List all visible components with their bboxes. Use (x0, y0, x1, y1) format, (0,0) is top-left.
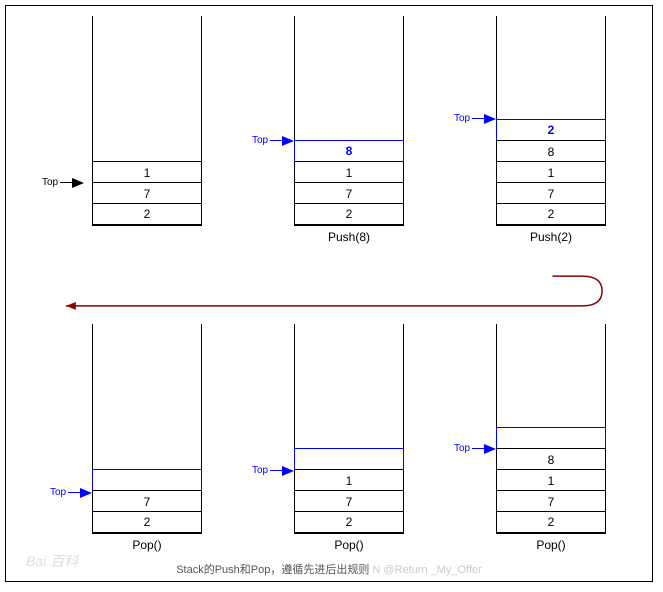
stack-box: 7 2 (92, 324, 202, 534)
top-pointer: Top (454, 113, 496, 124)
cell: 2 (496, 203, 606, 225)
stack-box: 8 1 7 2 (496, 324, 606, 534)
cell: 7 (92, 490, 202, 512)
cell: 8 (496, 448, 606, 470)
cell: 2 (294, 511, 404, 533)
top-pointer: Top (454, 443, 496, 454)
cell: 7 (496, 490, 606, 512)
stack-caption: Pop() (294, 538, 404, 552)
stack-cells: 1 7 2 (294, 449, 404, 533)
cell: 7 (294, 182, 404, 204)
cell: 7 (92, 182, 202, 204)
cell: 8 (496, 140, 606, 162)
cell-new: 2 (496, 119, 606, 141)
top-pointer: Top (252, 135, 294, 146)
stack-push-8: 8 1 7 2 Top Push(8) (244, 16, 414, 244)
cell: 1 (92, 161, 202, 183)
stack-initial: 1 7 2 Top (42, 16, 212, 244)
top-pointer: Top (42, 177, 84, 188)
cell-empty (294, 448, 404, 470)
stack-pop-1st: 8 1 7 2 Top Pop() (446, 324, 616, 552)
stack-caption: Push(8) (294, 230, 404, 244)
cell-new: 8 (294, 140, 404, 162)
cell: 2 (496, 511, 606, 533)
stack-cells: 1 7 2 (92, 162, 202, 225)
stack-cells: 8 1 7 2 (496, 428, 606, 533)
cell: 2 (92, 203, 202, 225)
stack-push-2: 2 8 1 7 2 Top Push(2) (446, 16, 616, 244)
cell: 1 (294, 469, 404, 491)
cell: 7 (294, 490, 404, 512)
cell: 7 (496, 182, 606, 204)
cell-empty (496, 427, 606, 449)
stack-box: 8 1 7 2 (294, 16, 404, 226)
watermark: Bai 百科 (26, 551, 78, 571)
cell: 1 (496, 161, 606, 183)
stack-box: 2 8 1 7 2 (496, 16, 606, 226)
stack-caption: Push(2) (496, 230, 606, 244)
top-pointer: Top (252, 465, 294, 476)
stack-caption: Pop() (496, 538, 606, 552)
cell: 2 (92, 511, 202, 533)
stack-box: 1 7 2 (92, 16, 202, 226)
stack-box: 1 7 2 (294, 324, 404, 534)
stack-cells: 8 1 7 2 (294, 141, 404, 225)
flow-arrow (56, 266, 612, 331)
stack-cells: 2 8 1 7 2 (496, 120, 606, 225)
cell: 1 (294, 161, 404, 183)
cell: 1 (496, 469, 606, 491)
stack-pop-3rd: 7 2 Top Pop() (42, 324, 212, 552)
stack-cells: 7 2 (92, 470, 202, 533)
stack-caption: Pop() (92, 538, 202, 552)
footer-caption: Stack的Push和Pop，遵循先进后出规则 N @Return _My_Of… (6, 561, 652, 577)
cell-empty (92, 469, 202, 491)
top-pointer: Top (50, 487, 92, 498)
stack-pop-2nd: 1 7 2 Top Pop() (244, 324, 414, 552)
cell: 2 (294, 203, 404, 225)
